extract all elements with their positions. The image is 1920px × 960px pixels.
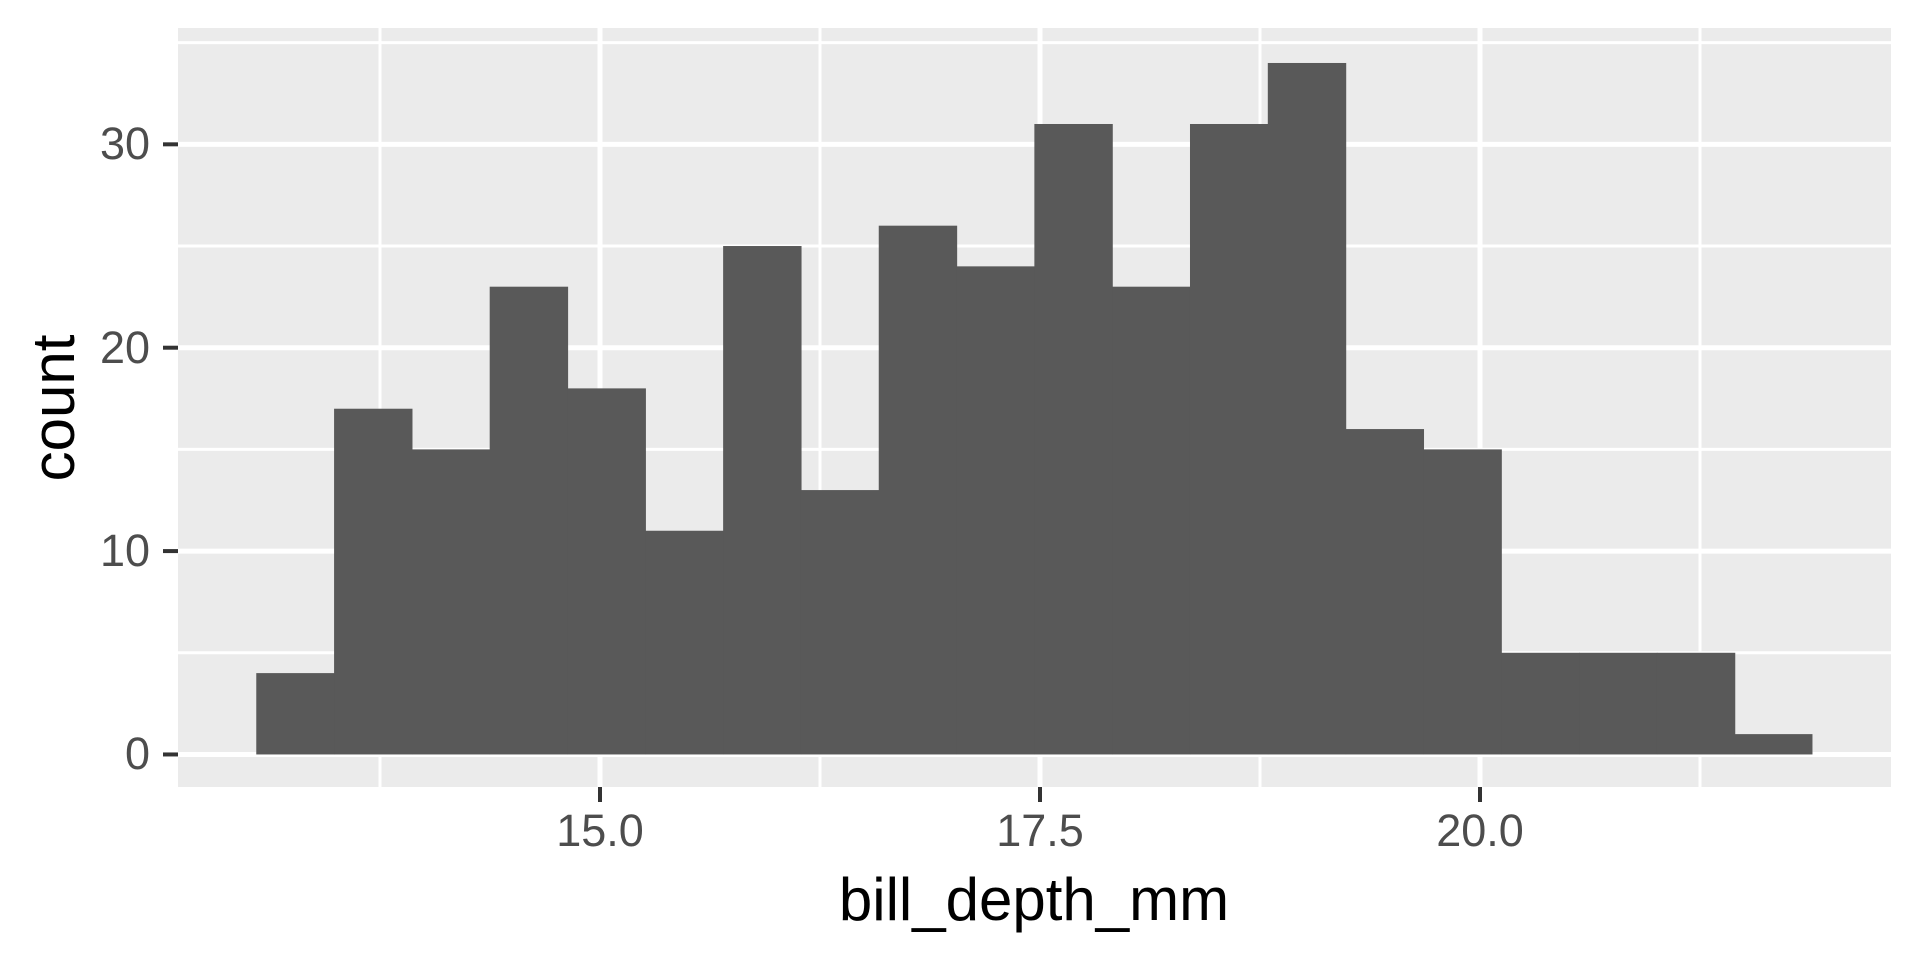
histogram-bar xyxy=(1734,734,1813,755)
histogram-bar xyxy=(956,266,1035,755)
histogram-bar xyxy=(1579,652,1658,755)
histogram-bar xyxy=(800,490,880,755)
histogram-bar xyxy=(1267,62,1347,755)
histogram-bar xyxy=(411,449,491,755)
x-axis-tick-label: 20.0 xyxy=(1436,805,1524,856)
y-axis-tick-label: 10 xyxy=(99,525,150,577)
histogram-bar xyxy=(256,673,335,755)
histogram-bar xyxy=(1189,123,1269,755)
x-axis-tick-label: 15.0 xyxy=(556,805,644,856)
y-axis-tick-label: 20 xyxy=(99,321,150,373)
histogram-bar xyxy=(489,286,569,755)
histogram-bar xyxy=(1112,286,1191,755)
histogram-bar xyxy=(1423,449,1502,755)
y-axis-title: count xyxy=(20,334,87,482)
histogram-bar xyxy=(878,225,958,755)
histogram-bar xyxy=(723,246,802,755)
histogram-bar xyxy=(1656,652,1736,755)
histogram-bar xyxy=(1501,652,1580,755)
x-axis-tick-label: 17.5 xyxy=(996,805,1084,856)
histogram-bar xyxy=(645,530,724,755)
histogram-bar xyxy=(567,388,646,755)
y-axis-tick-label: 30 xyxy=(99,118,150,170)
histogram-bar xyxy=(1345,429,1425,755)
y-axis-tick-label: 0 xyxy=(124,728,150,780)
histogram-bar xyxy=(334,408,413,755)
histogram-bar xyxy=(1034,123,1113,755)
x-axis-title: bill_depth_mm xyxy=(838,866,1230,933)
